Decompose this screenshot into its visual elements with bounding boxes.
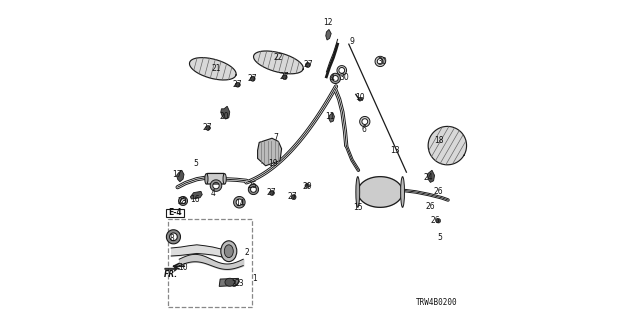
Circle shape [250, 76, 255, 81]
Text: 19: 19 [268, 159, 278, 168]
Text: 21: 21 [211, 64, 221, 73]
Text: 17: 17 [172, 170, 182, 179]
Text: 27: 27 [279, 72, 289, 81]
Circle shape [270, 191, 275, 196]
Text: 14: 14 [235, 199, 245, 208]
Text: 9: 9 [349, 37, 355, 46]
Text: 7: 7 [273, 133, 278, 142]
FancyBboxPatch shape [166, 209, 184, 217]
Text: 24: 24 [424, 173, 434, 182]
Ellipse shape [221, 241, 237, 262]
Text: 3: 3 [231, 280, 236, 289]
Text: 10: 10 [355, 93, 365, 102]
Text: 6: 6 [362, 125, 367, 134]
Circle shape [283, 75, 287, 79]
Text: 20: 20 [220, 112, 230, 121]
Circle shape [306, 62, 310, 67]
Text: 4: 4 [330, 74, 335, 83]
Text: 30: 30 [339, 73, 349, 82]
Polygon shape [165, 266, 178, 271]
Text: 26: 26 [426, 202, 435, 211]
Text: 18: 18 [435, 136, 444, 145]
Polygon shape [329, 113, 334, 122]
Text: 27: 27 [202, 124, 212, 132]
Text: 26: 26 [433, 188, 444, 196]
Text: 25: 25 [248, 181, 258, 190]
Ellipse shape [223, 173, 227, 184]
Circle shape [292, 195, 296, 199]
Text: 29: 29 [302, 182, 312, 191]
Circle shape [306, 63, 310, 68]
Ellipse shape [205, 173, 208, 184]
Text: E-4: E-4 [168, 208, 182, 217]
Text: 13: 13 [390, 146, 400, 155]
Polygon shape [428, 126, 467, 165]
Text: 30: 30 [378, 57, 387, 66]
Text: 28: 28 [177, 197, 186, 206]
Circle shape [236, 83, 241, 87]
Ellipse shape [401, 177, 404, 207]
Polygon shape [189, 58, 236, 80]
FancyBboxPatch shape [358, 97, 362, 100]
Text: 27: 27 [266, 188, 276, 197]
Ellipse shape [225, 245, 234, 258]
Polygon shape [253, 51, 303, 74]
Circle shape [206, 126, 210, 130]
Text: 27: 27 [232, 80, 243, 89]
Text: 16: 16 [190, 196, 200, 204]
Polygon shape [221, 106, 230, 119]
Circle shape [206, 126, 210, 130]
Circle shape [292, 195, 296, 200]
Text: 5: 5 [438, 233, 442, 242]
Text: 27: 27 [247, 74, 257, 83]
Circle shape [283, 75, 287, 80]
Text: 8: 8 [170, 234, 175, 243]
Circle shape [305, 183, 310, 188]
Circle shape [436, 219, 440, 223]
Text: 15: 15 [353, 204, 364, 212]
Text: 5: 5 [194, 159, 198, 168]
Text: 1: 1 [252, 274, 257, 283]
Circle shape [250, 77, 255, 81]
Text: TRW4B0200: TRW4B0200 [416, 298, 458, 307]
Text: 27: 27 [288, 192, 298, 201]
Text: 22: 22 [274, 53, 283, 62]
Polygon shape [358, 177, 403, 207]
Circle shape [236, 83, 240, 87]
Text: FR.: FR. [164, 270, 179, 279]
Ellipse shape [225, 278, 235, 286]
Text: 12: 12 [323, 18, 333, 27]
Text: 11: 11 [325, 112, 334, 121]
Polygon shape [206, 173, 225, 184]
Polygon shape [191, 191, 202, 199]
Text: 10: 10 [179, 263, 188, 272]
FancyBboxPatch shape [168, 219, 252, 307]
Text: 26: 26 [430, 216, 440, 225]
Polygon shape [219, 278, 239, 286]
Polygon shape [428, 170, 435, 182]
Polygon shape [177, 170, 184, 182]
Text: 27: 27 [303, 60, 313, 69]
Ellipse shape [356, 177, 360, 207]
Text: 23: 23 [234, 279, 244, 288]
Text: 2: 2 [244, 248, 249, 257]
Polygon shape [258, 138, 282, 166]
Circle shape [270, 190, 275, 195]
Polygon shape [326, 29, 332, 40]
Text: 4: 4 [211, 189, 215, 198]
